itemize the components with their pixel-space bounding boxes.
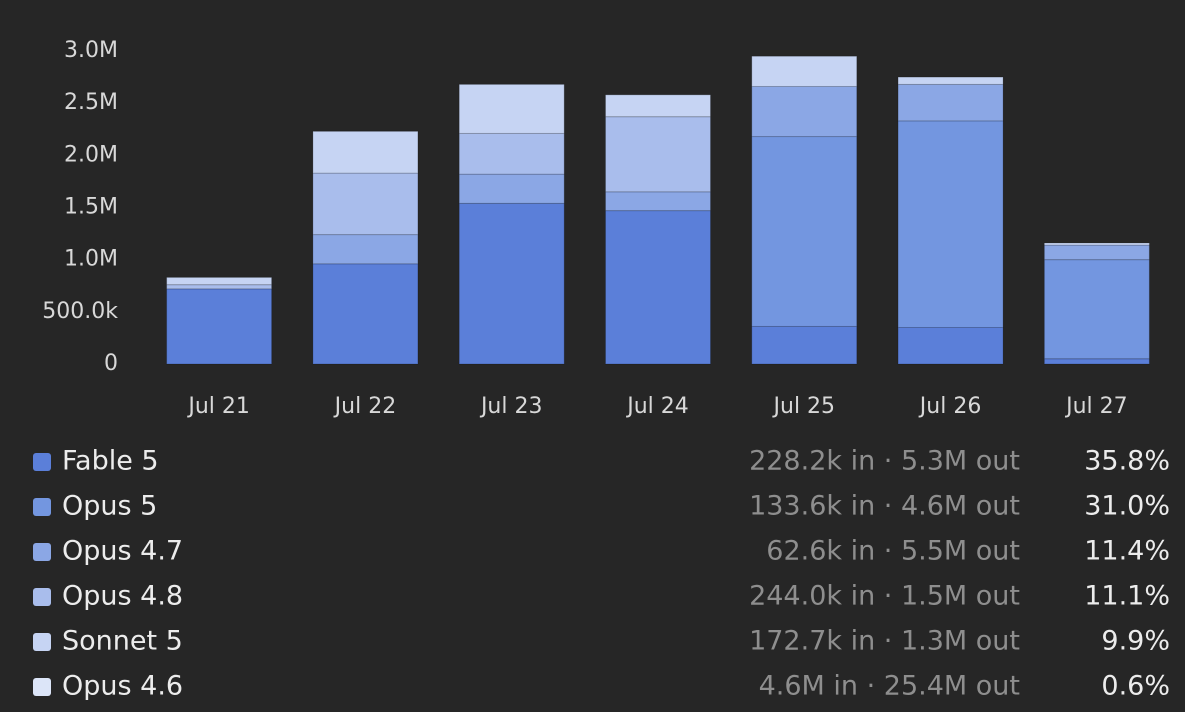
bar-segment — [458, 173, 565, 204]
x-tick-label: Jul 24 — [625, 394, 689, 419]
y-tick-label: 1.0M — [64, 247, 118, 272]
y-tick-label: 2.0M — [64, 142, 118, 167]
bar-segment — [1043, 244, 1150, 261]
legend-name: Opus 4.7 — [62, 536, 183, 567]
x-tick-label: Jul 21 — [186, 394, 250, 419]
bar-segment — [312, 172, 419, 236]
bar-segment — [458, 202, 565, 365]
bar-segment — [1043, 358, 1150, 365]
bar-segment — [166, 276, 273, 286]
bar-segment — [312, 130, 419, 174]
legend-share: 11.1% — [1084, 581, 1170, 612]
bar-segment — [897, 326, 1004, 365]
y-tick-label: 3.0M — [64, 38, 118, 63]
bar-segment — [166, 288, 273, 365]
legend-name: Opus 4.8 — [62, 581, 183, 612]
legend-swatch — [33, 588, 51, 606]
legend-stats: 172.7k in · 1.3M out — [749, 626, 1020, 657]
x-tick-label: Jul 22 — [333, 394, 397, 419]
legend-share: 9.9% — [1101, 626, 1170, 657]
legend-name: Sonnet 5 — [62, 626, 183, 657]
legend-share: 31.0% — [1084, 491, 1170, 522]
bar-segment — [458, 132, 565, 175]
bar-segment — [166, 284, 273, 290]
legend-share: 35.8% — [1084, 446, 1170, 477]
legend-stats: 244.0k in · 1.5M out — [749, 581, 1020, 612]
y-tick-label: 2.5M — [64, 90, 118, 115]
bar-segment — [312, 234, 419, 265]
y-tick-label: 0 — [104, 351, 118, 376]
legend-name: Opus 4.6 — [62, 671, 183, 702]
legend-swatch — [33, 633, 51, 651]
bar-segment — [897, 76, 1004, 85]
bar-segment — [458, 83, 565, 134]
y-tick-label: 500.0k — [42, 299, 118, 324]
legend-name: Fable 5 — [62, 446, 159, 477]
x-tick-label: Jul 26 — [918, 394, 982, 419]
bar-segment — [751, 136, 858, 327]
legend-name: Opus 5 — [62, 491, 157, 522]
bar-segment — [897, 83, 1004, 122]
legend-stats: 62.6k in · 5.5M out — [766, 536, 1020, 567]
bar-segment — [605, 191, 711, 212]
legend-swatch — [33, 678, 51, 696]
legend-swatch — [33, 498, 51, 516]
bar-segment — [751, 85, 858, 138]
legend-swatch — [33, 543, 51, 561]
legend-stats: 133.6k in · 4.6M out — [749, 491, 1020, 522]
bar-segment — [312, 263, 419, 365]
legend-share: 0.6% — [1101, 671, 1170, 702]
bar-segment — [897, 120, 1004, 328]
bar-segment — [605, 116, 711, 193]
legend-stats: 228.2k in · 5.3M out — [749, 446, 1020, 477]
bar-segment — [605, 94, 711, 118]
bar-segment — [1043, 242, 1150, 246]
legend-swatch — [33, 453, 51, 471]
bar-segment — [1043, 259, 1150, 360]
x-tick-label: Jul 23 — [479, 394, 543, 419]
bar-segment — [605, 210, 711, 365]
legend-share: 11.4% — [1084, 536, 1170, 567]
y-tick-label: 1.5M — [64, 195, 118, 220]
x-tick-label: Jul 27 — [1064, 394, 1128, 419]
x-tick-label: Jul 25 — [772, 394, 836, 419]
bar-segment — [751, 325, 858, 365]
bar-segment — [751, 55, 858, 87]
legend-stats: 4.6M in · 25.4M out — [759, 671, 1020, 702]
